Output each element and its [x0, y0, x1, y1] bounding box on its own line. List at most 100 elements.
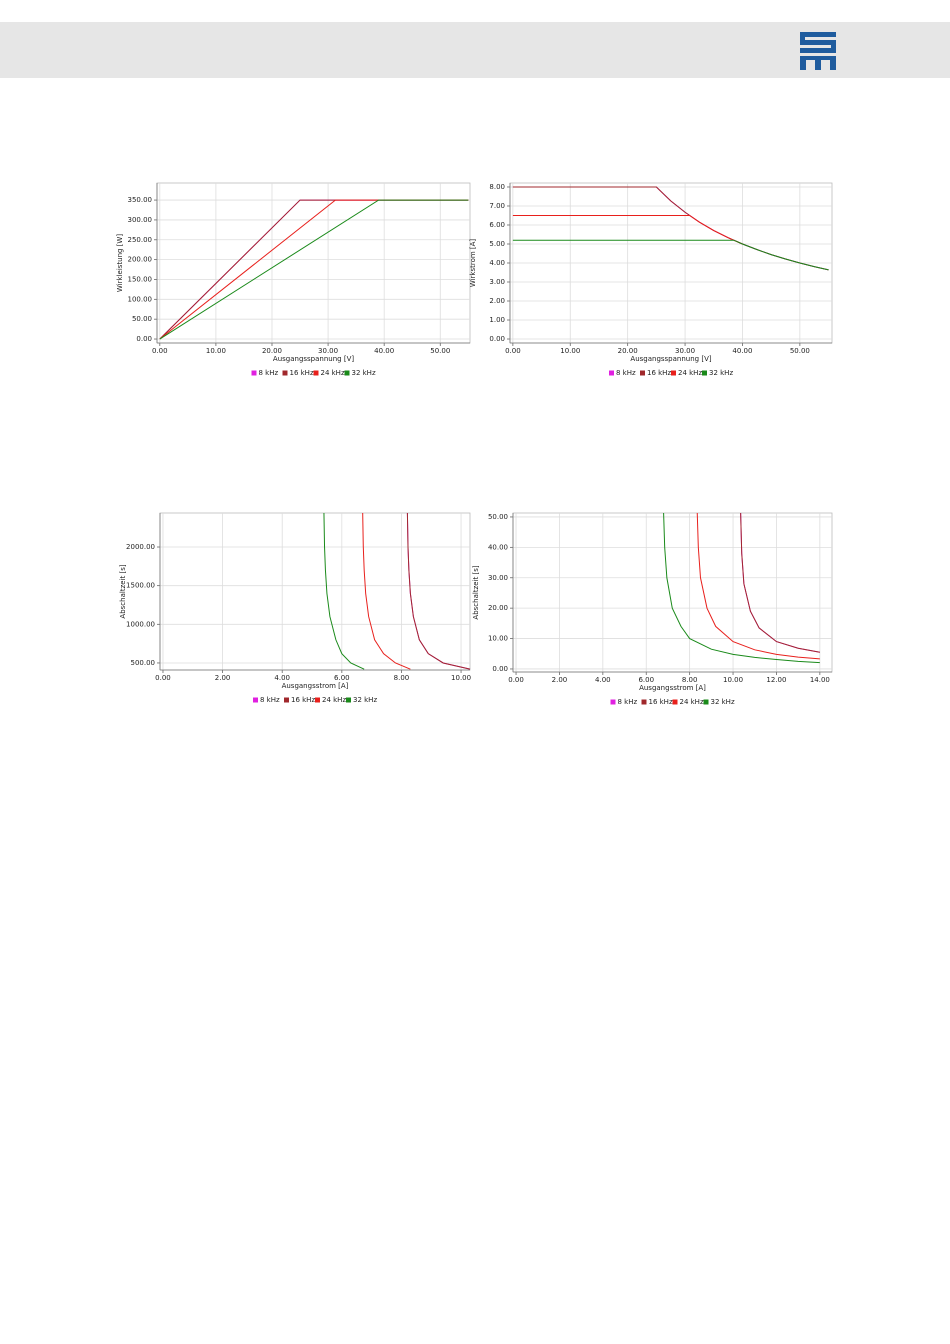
y-axis-label: Abschaltzeit [s] [119, 564, 127, 618]
x-tick-label: 2.00 [215, 674, 231, 682]
legend-swatch [703, 699, 709, 705]
x-tick-label: 6.00 [638, 676, 654, 684]
y-axis-label: Wirkleistung [W] [116, 234, 124, 292]
x-tick-label: 4.00 [274, 674, 290, 682]
y-axis-label: Wirkstrom [A] [469, 239, 477, 288]
header-band [0, 22, 950, 78]
y-tick-label: 2.00 [489, 297, 505, 305]
x-tick-label: 30.00 [675, 347, 695, 355]
legend-swatch [640, 370, 645, 376]
legend-label: 8 kHz [618, 698, 638, 706]
y-tick-label: 0.00 [489, 335, 505, 343]
line-series [663, 512, 820, 664]
y-tick-label: 30.00 [488, 574, 508, 582]
line-series [512, 239, 829, 271]
x-tick-label: 20.00 [262, 347, 282, 355]
x-tick-label: 0.00 [152, 347, 168, 355]
y-tick-label: 500.00 [131, 659, 156, 667]
y-tick-label: 7.00 [489, 202, 505, 210]
y-tick-label: 4.00 [489, 259, 505, 267]
x-axis-label: Ausgangsspannung [V] [273, 355, 354, 363]
legend-swatch [313, 370, 319, 376]
y-tick-label: 40.00 [488, 543, 508, 551]
x-tick-label: 50.00 [430, 347, 450, 355]
y-tick-label: 150.00 [128, 275, 153, 283]
x-tick-label: 4.00 [595, 676, 611, 684]
plot-area [156, 182, 471, 344]
line-series [159, 199, 469, 340]
legend-label: 8 kHz [259, 369, 279, 377]
y-tick-label: 200.00 [128, 256, 153, 264]
y-tick-label: 300.00 [128, 216, 153, 224]
y-tick-label: 50.00 [132, 315, 152, 323]
line-series [323, 512, 365, 670]
legend-swatch [282, 370, 288, 376]
legend-swatch [671, 370, 676, 376]
x-tick-label: 0.00 [508, 676, 524, 684]
line-series [406, 512, 471, 670]
legend-label: 24 kHz [678, 369, 702, 377]
legend-swatch [672, 699, 678, 705]
y-tick-label: 6.00 [489, 221, 505, 229]
x-tick-label: 10.00 [451, 674, 471, 682]
legend-swatch [610, 699, 616, 705]
line-series [512, 214, 743, 245]
logo [800, 32, 836, 70]
legend-swatch [641, 699, 647, 705]
legend-label: 24 kHz [321, 369, 345, 377]
y-tick-label: 2000.00 [126, 543, 155, 551]
legend-label: 24 kHz [322, 696, 346, 704]
x-tick-label: 10.00 [560, 347, 580, 355]
legend-label: 16 kHz [647, 369, 671, 377]
x-tick-label: 50.00 [790, 347, 810, 355]
legend-label: 32 kHz [352, 369, 376, 377]
legend-swatch [251, 370, 257, 376]
x-tick-label: 10.00 [206, 347, 226, 355]
line-series [362, 512, 411, 670]
legend-label: 24 kHz [680, 698, 704, 706]
y-tick-label: 100.00 [128, 295, 153, 303]
y-tick-label: 0.00 [492, 665, 508, 673]
legend-label: 8 kHz [616, 369, 636, 377]
legend-label: 16 kHz [291, 696, 315, 704]
chart: 0.00 2.00 4.00 6.00 8.00 10.00 500.00 1000.00 15… [119, 512, 471, 704]
x-tick-label: 12.00 [766, 676, 786, 684]
x-tick-label: 8.00 [682, 676, 698, 684]
legend-swatch [315, 697, 320, 703]
x-axis-label: Ausgangsstrom [A] [639, 684, 706, 692]
legend-swatch [253, 697, 258, 703]
y-tick-label: 20.00 [488, 604, 508, 612]
legend-swatch [344, 370, 350, 376]
x-tick-label: 40.00 [374, 347, 394, 355]
y-tick-label: 250.00 [128, 236, 153, 244]
x-axis-label: Ausgangsspannung [V] [630, 355, 711, 363]
y-tick-label: 3.00 [489, 278, 505, 286]
y-tick-label: 1000.00 [126, 620, 155, 628]
x-tick-label: 14.00 [810, 676, 830, 684]
y-tick-label: 1.00 [489, 316, 505, 324]
y-axis-label: Abschaltzeit [s] [472, 565, 480, 619]
legend-label: 8 kHz [260, 696, 280, 704]
x-tick-label: 6.00 [334, 674, 350, 682]
legend-label: 32 kHz [709, 369, 733, 377]
x-tick-label: 0.00 [155, 674, 171, 682]
legend-swatch [284, 697, 289, 703]
y-tick-label: 0.00 [136, 335, 152, 343]
y-tick-label: 5.00 [489, 240, 505, 248]
x-tick-label: 40.00 [732, 347, 752, 355]
x-tick-label: 2.00 [552, 676, 568, 684]
line-series [740, 512, 820, 653]
y-tick-label: 10.00 [488, 635, 508, 643]
legend-label: 32 kHz [353, 696, 377, 704]
x-tick-label: 20.00 [618, 347, 638, 355]
y-tick-label: 350.00 [128, 196, 153, 204]
legend-swatch [346, 697, 351, 703]
y-tick-label: 8.00 [489, 183, 505, 191]
plot-area [159, 512, 471, 671]
y-tick-label: 1500.00 [126, 582, 155, 590]
legend-swatch [702, 370, 707, 376]
legend-label: 16 kHz [290, 369, 314, 377]
x-tick-label: 8.00 [394, 674, 410, 682]
x-tick-label: 0.00 [505, 347, 521, 355]
